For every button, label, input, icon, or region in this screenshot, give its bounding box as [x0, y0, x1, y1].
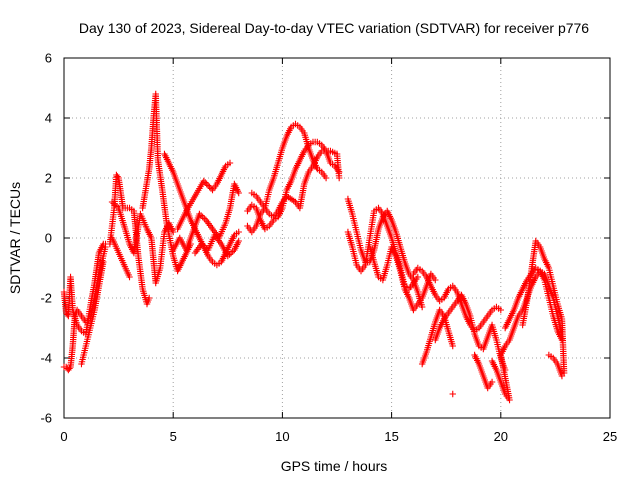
- series-track-t: [471, 351, 496, 392]
- data-point: [199, 213, 206, 221]
- x-tick-label: 25: [603, 429, 617, 444]
- data-point: [449, 342, 456, 350]
- data-point: [497, 306, 504, 314]
- series-track-m: [248, 147, 341, 221]
- data-point: [226, 159, 234, 167]
- data-point: [66, 365, 73, 372]
- series-track-j: [191, 231, 242, 260]
- series-track-s: [432, 291, 509, 374]
- data-point: [203, 180, 210, 188]
- data-point: [235, 237, 242, 245]
- y-tick-label: -6: [40, 411, 52, 426]
- series-track-c: [78, 258, 107, 368]
- data-point: [449, 390, 456, 398]
- data-point: [100, 258, 107, 266]
- x-tick-label: 10: [275, 429, 289, 444]
- data-point: [335, 174, 343, 182]
- data-point: [414, 273, 422, 281]
- data-point: [235, 189, 242, 197]
- data-point: [102, 243, 109, 251]
- data-point: [108, 234, 116, 242]
- data-point: [558, 336, 566, 344]
- data-point: [488, 378, 496, 386]
- series-track-h: [174, 159, 234, 233]
- series-track-l: [244, 120, 330, 236]
- series-track-k: [244, 138, 343, 233]
- y-tick-label: -4: [40, 351, 52, 366]
- tick-marks: [63, 57, 611, 419]
- data-point: [432, 276, 439, 284]
- data-point: [204, 182, 212, 189]
- data-point: [114, 173, 121, 180]
- y-tick-label: 6: [45, 51, 52, 66]
- x-axis-label: GPS time / hours: [281, 458, 388, 474]
- data-point: [201, 215, 208, 222]
- series-track-x: [545, 351, 566, 380]
- y-tick-labels: -6 -4 -2 0 2 4 6: [40, 51, 52, 426]
- grid-lines: [64, 58, 610, 418]
- data-point: [235, 228, 242, 236]
- y-tick-label: 0: [45, 231, 52, 246]
- data-point: [202, 179, 209, 186]
- series-track-p: [366, 243, 439, 314]
- x-tick-label: 5: [170, 429, 177, 444]
- chart-title: Day 130 of 2023, Sidereal Day-to-day VTE…: [79, 20, 589, 36]
- series-track-d: [106, 171, 153, 308]
- data-point: [64, 311, 71, 318]
- series-track-b: [60, 243, 109, 374]
- data-point: [145, 294, 153, 302]
- data-point: [206, 183, 213, 191]
- x-tick-label: 0: [60, 429, 67, 444]
- data-point: [200, 177, 207, 185]
- data-points: [60, 90, 568, 404]
- data-point: [558, 372, 566, 380]
- x-tick-label: 15: [384, 429, 398, 444]
- series-track-r: [418, 306, 456, 368]
- y-tick-label: 2: [45, 171, 52, 186]
- series-track-w: [519, 237, 568, 377]
- y-tick-label: -2: [40, 291, 52, 306]
- data-point: [112, 201, 119, 209]
- series-track-i: [170, 180, 242, 254]
- data-point: [418, 303, 426, 311]
- y-axis-label: SDTVAR / TECUs: [7, 182, 23, 294]
- data-point: [322, 174, 330, 182]
- y-tick-label: 4: [45, 111, 52, 126]
- series-track-n: [344, 195, 426, 311]
- x-tick-label: 20: [494, 429, 508, 444]
- x-tick-labels: 0 5 10 15 20 25: [60, 429, 617, 444]
- series-isolated: [108, 150, 456, 398]
